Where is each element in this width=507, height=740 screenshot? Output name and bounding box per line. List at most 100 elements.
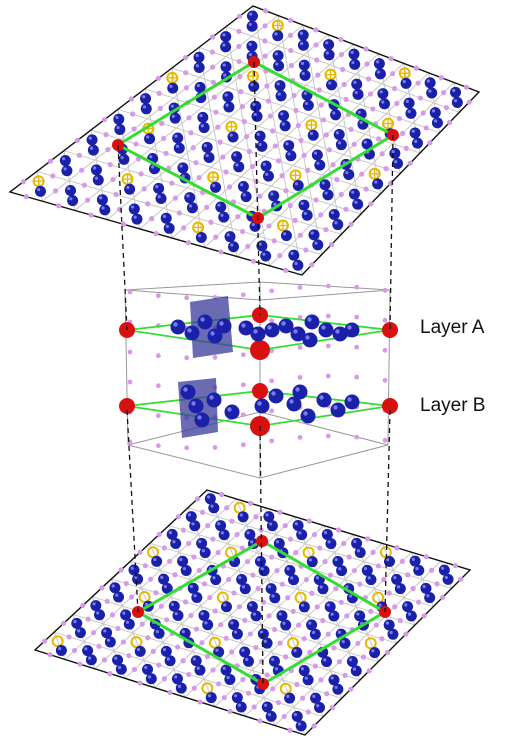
yellow-ring-icon bbox=[364, 637, 377, 650]
small-lattice-atom-icon bbox=[240, 352, 246, 358]
blue-atom-icon bbox=[350, 665, 362, 677]
small-lattice-atom-icon bbox=[338, 36, 344, 43]
blue-atom-highlight bbox=[374, 180, 378, 184]
small-lattice-atom-icon bbox=[52, 188, 59, 194]
blue-atom-highlight bbox=[115, 115, 119, 120]
small-lattice-atom-icon bbox=[382, 317, 388, 323]
small-lattice-atom-icon bbox=[153, 230, 159, 237]
blue-atom-highlight bbox=[379, 90, 383, 94]
blue-atom-highlight bbox=[357, 110, 361, 114]
blue-atom-icon bbox=[284, 692, 296, 704]
blue-atom-highlight bbox=[96, 611, 100, 615]
blue-atom-highlight bbox=[200, 612, 204, 616]
blue-atom-highlight bbox=[142, 105, 147, 109]
small-lattice-atom-icon bbox=[186, 671, 192, 678]
blue-atom-icon bbox=[336, 565, 348, 577]
blue-atom-highlight bbox=[391, 149, 395, 154]
blue-atom-highlight bbox=[305, 335, 310, 340]
blue-atom-highlight bbox=[332, 111, 336, 115]
blue-atom-highlight bbox=[248, 22, 252, 27]
blue-atom-icon bbox=[248, 80, 260, 92]
small-lattice-atom-icon bbox=[155, 293, 161, 299]
blue-atom-highlight bbox=[286, 694, 290, 698]
blue-atom-highlight bbox=[210, 504, 214, 508]
blue-atom-highlight bbox=[286, 567, 290, 571]
small-lattice-atom-icon bbox=[382, 377, 388, 383]
small-lattice-atom-icon bbox=[351, 141, 357, 147]
blue-atom-icon bbox=[85, 654, 97, 666]
blue-atom-highlight bbox=[220, 531, 224, 535]
small-lattice-atom-icon bbox=[354, 314, 360, 320]
small-lattice-atom-icon bbox=[172, 195, 178, 201]
small-lattice-atom-icon bbox=[277, 509, 283, 515]
blue-atom-highlight bbox=[352, 667, 357, 671]
yellow-ring-icon bbox=[130, 636, 143, 649]
small-lattice-atom-icon bbox=[303, 577, 310, 583]
small-lattice-atom-icon bbox=[382, 437, 388, 443]
blue-atom-highlight bbox=[259, 630, 264, 634]
small-lattice-atom-icon bbox=[379, 636, 385, 642]
blue-atom-icon bbox=[377, 88, 389, 100]
blue-atom-highlight bbox=[378, 603, 382, 607]
small-lattice-atom-icon bbox=[221, 694, 227, 701]
blue-atom-icon bbox=[235, 701, 247, 713]
small-lattice-atom-icon bbox=[175, 514, 181, 520]
blue-atom-highlight bbox=[290, 251, 294, 255]
blue-atom-icon bbox=[288, 574, 300, 586]
blue-atom-icon bbox=[272, 30, 284, 42]
small-lattice-atom-icon bbox=[322, 558, 328, 565]
blue-atom-highlight bbox=[325, 41, 329, 45]
small-lattice-atom-icon bbox=[288, 62, 295, 69]
blue-atom-highlight bbox=[293, 329, 298, 334]
blue-atom-icon bbox=[260, 160, 272, 172]
small-lattice-atom-icon bbox=[153, 590, 159, 596]
small-lattice-atom-icon bbox=[218, 622, 224, 628]
small-lattice-atom-icon bbox=[248, 500, 254, 506]
small-lattice-atom-icon bbox=[126, 653, 132, 659]
small-lattice-atom-icon bbox=[186, 115, 192, 121]
small-lattice-atom-icon bbox=[368, 201, 374, 207]
blue-atom-highlight bbox=[282, 621, 286, 625]
small-lattice-atom-icon bbox=[384, 649, 391, 656]
blue-atom-icon bbox=[93, 609, 105, 621]
small-lattice-atom-icon bbox=[329, 704, 336, 711]
small-lattice-atom-icon bbox=[246, 148, 252, 155]
blue-atom-highlight bbox=[206, 495, 211, 499]
blue-atom-icon bbox=[67, 195, 79, 207]
small-lattice-atom-icon bbox=[443, 104, 449, 111]
small-lattice-atom-icon bbox=[167, 689, 173, 696]
small-lattice-atom-icon bbox=[212, 608, 218, 614]
blue-atom-highlight bbox=[249, 12, 253, 16]
small-lattice-atom-icon bbox=[193, 160, 199, 166]
small-lattice-atom-icon bbox=[306, 518, 312, 524]
small-lattice-atom-icon bbox=[266, 223, 272, 229]
small-lattice-atom-icon bbox=[354, 374, 360, 380]
blue-atom-highlight bbox=[353, 539, 357, 544]
blue-atom-icon bbox=[365, 574, 377, 586]
blue-atom-icon bbox=[307, 129, 319, 141]
blue-atom-icon bbox=[400, 77, 412, 89]
small-lattice-atom-icon bbox=[325, 313, 331, 319]
blue-atom-highlight bbox=[175, 144, 180, 148]
blue-atom-icon bbox=[295, 720, 307, 732]
small-lattice-atom-icon bbox=[236, 43, 242, 50]
blue-atom-highlight bbox=[376, 70, 381, 74]
small-lattice-atom-icon bbox=[386, 590, 392, 596]
blue-atom-icon bbox=[231, 151, 243, 163]
blue-atom-highlight bbox=[300, 667, 305, 671]
small-lattice-atom-icon bbox=[388, 55, 394, 62]
blue-atom-highlight bbox=[396, 585, 401, 589]
blue-atom-highlight bbox=[241, 323, 246, 328]
blue-atom-highlight bbox=[300, 201, 304, 205]
blue-atom-highlight bbox=[224, 93, 228, 97]
red-corner-atom-icon bbox=[252, 383, 268, 399]
blue-atom-highlight bbox=[239, 513, 243, 517]
blue-atom-icon bbox=[193, 51, 205, 63]
small-lattice-atom-icon bbox=[428, 567, 435, 573]
blue-atom-icon bbox=[431, 117, 443, 129]
small-lattice-atom-icon bbox=[157, 105, 163, 111]
blue-atom-highlight bbox=[230, 243, 234, 247]
blue-atom-icon bbox=[144, 133, 156, 145]
small-lattice-atom-icon bbox=[118, 567, 124, 573]
blue-atom-highlight bbox=[207, 694, 212, 698]
